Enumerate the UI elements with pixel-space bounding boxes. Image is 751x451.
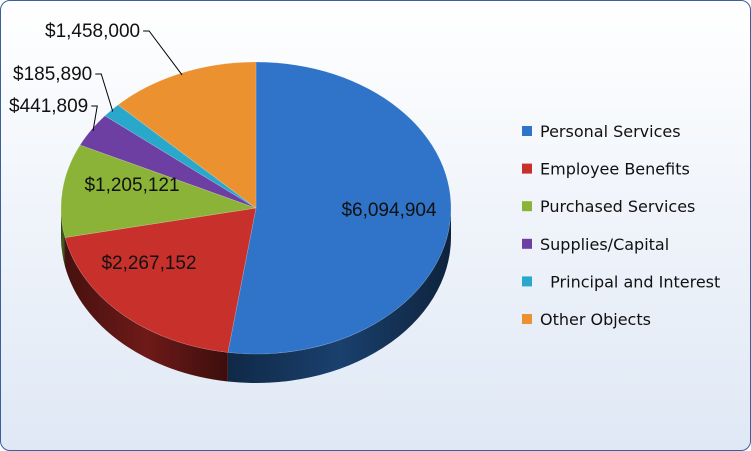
leader-line-other-objects xyxy=(143,30,183,76)
legend-swatch-other-objects xyxy=(522,314,532,324)
legend-swatch-employee-benefits xyxy=(522,163,532,174)
legend-label-purchased-services: Purchased Services xyxy=(540,197,695,216)
legend-label-principal-and-interest: Principal and Interest xyxy=(540,272,720,291)
legend-label-employee-benefits: Employee Benefits xyxy=(540,160,690,179)
data-label-supplies-capital: $441,809 xyxy=(9,96,88,117)
legend-swatch-principal-and-interest xyxy=(522,276,532,287)
data-label-principal-and-interest: $185,890 xyxy=(13,64,92,85)
data-label-purchased-services: $1,205,121 xyxy=(84,175,179,196)
leader-line-supplies-capital xyxy=(91,105,98,131)
data-label-personal-services: $6,094,904 xyxy=(341,200,437,221)
pie-slice-principal-and-interest xyxy=(104,104,257,209)
data-label-employee-benefits: $2,267,152 xyxy=(101,253,196,274)
legend-swatch-purchased-services xyxy=(522,201,532,212)
leader-line-principal-and-interest xyxy=(95,73,114,112)
pie-side-employee-benefits xyxy=(65,237,228,382)
data-label-other-objects: $1,458,000 xyxy=(45,21,140,42)
legend-label-personal-services: Personal Services xyxy=(540,122,681,141)
legend-swatch-supplies-capital xyxy=(522,238,532,249)
pie-side-personal-services xyxy=(227,208,451,384)
legend-swatch-personal-services xyxy=(522,126,532,136)
pie-side-purchased-services xyxy=(61,208,66,267)
pie-slice-supplies-capital xyxy=(79,115,257,209)
legend-label-supplies-capital: Supplies/Capital xyxy=(540,235,669,254)
pie-slice-personal-services xyxy=(227,61,452,355)
pie-slice-employee-benefits xyxy=(64,207,257,353)
pie-slice-purchased-services xyxy=(60,144,257,238)
legend-label-other-objects: Other Objects xyxy=(540,310,651,329)
